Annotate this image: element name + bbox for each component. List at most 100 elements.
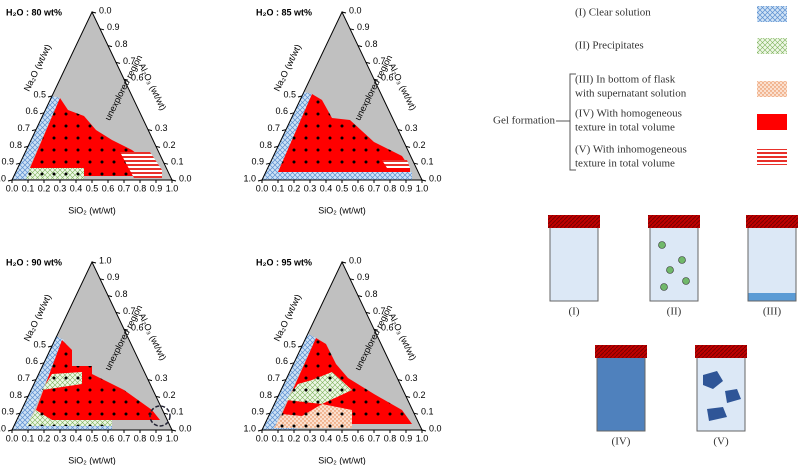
bottom-tick-label: 0.2 [288, 183, 301, 193]
left-tick-label: 1.0 [243, 173, 256, 183]
phase-region [120, 152, 162, 178]
tick-mark [107, 295, 113, 298]
vial-cap [648, 215, 700, 228]
vial-label: (V) [713, 436, 729, 448]
phase-region [12, 96, 60, 180]
axis-label: Na₂O (wt/wt) [272, 293, 303, 343]
axis-label: Na₂O (wt/wt) [22, 43, 53, 93]
panel-title: H₂O : 80 wt% [6, 7, 62, 17]
bottom-tick-label: 0.9 [400, 183, 413, 193]
tick-mark [341, 11, 347, 14]
bottom-tick-label: 0.4 [320, 183, 333, 193]
right-tick-label: 0.1 [171, 407, 184, 417]
tick-mark [39, 112, 45, 115]
bottom-tick-label: 0.8 [134, 433, 147, 443]
vial-body [747, 226, 797, 302]
tick-mark [123, 78, 129, 81]
left-tick-label: 0.5 [33, 339, 46, 349]
left-tick-label: 0.7 [17, 373, 30, 383]
tick-mark [289, 362, 295, 365]
legend: (I) Clear solution (II) Precipitates (III)… [493, 6, 787, 171]
bottom-tick-label: 0.2 [288, 433, 301, 443]
tick-mark [265, 412, 271, 415]
bottom-tick-label: 0.3 [304, 433, 317, 443]
tick-mark [413, 412, 419, 415]
bottom-tick-label: 0.7 [368, 183, 381, 193]
vial-cap [548, 215, 600, 228]
tick-mark [405, 145, 411, 148]
bottom-tick-label: 0.8 [384, 183, 397, 193]
bottom-tick-label: 0.7 [368, 433, 381, 443]
legend-swatch [757, 38, 787, 54]
tick-mark [273, 145, 279, 148]
right-tick-label: 0.7 [123, 306, 136, 316]
right-tick-label: 0.1 [421, 157, 434, 167]
bottom-tick-label: 1.0 [416, 183, 429, 193]
tick-mark [15, 162, 21, 165]
tick-mark [39, 362, 45, 365]
legend-text: (II) Precipitates [575, 40, 644, 52]
tick-mark [421, 179, 427, 182]
left-tick-label: 0.9 [251, 157, 264, 167]
tick-mark [47, 95, 53, 98]
bottom-tick-label: 1.0 [166, 433, 179, 443]
tick-mark [281, 379, 287, 382]
precipitate [658, 241, 666, 249]
tick-mark [357, 295, 363, 298]
left-tick-label: 0.9 [251, 407, 264, 417]
panel-title: H₂O : 85 wt% [256, 7, 312, 17]
tick-mark [107, 45, 113, 48]
tick-mark [365, 311, 371, 314]
right-tick-label: 0.9 [357, 22, 370, 32]
right-tick-label: 0.8 [365, 39, 378, 49]
right-tick-label: 0.3 [405, 123, 418, 133]
gel-blob [707, 407, 727, 421]
vial: (IV) [595, 345, 647, 448]
tick-mark [349, 28, 355, 31]
tick-mark [413, 162, 419, 165]
bottom-tick-label: 0.9 [400, 433, 413, 443]
precipitate [682, 277, 690, 285]
right-tick-label: 0.9 [107, 22, 120, 32]
left-tick-label: 0.5 [283, 339, 296, 349]
bottom-tick-label: 0.0 [6, 433, 19, 443]
bottom-tick-label: 0.2 [38, 183, 51, 193]
tick-mark [147, 379, 153, 382]
right-tick-label: 0.6 [381, 73, 394, 83]
left-tick-label: 0.6 [275, 356, 288, 366]
tick-mark [297, 345, 303, 348]
bottom-tick-label: 0.5 [86, 183, 99, 193]
bottom-tick-label: 0.3 [54, 433, 67, 443]
bottom-tick-label: 0.1 [272, 183, 285, 193]
right-tick-label: 0.6 [131, 323, 144, 333]
axis-label: Al₂O₃ (wt/wt) [387, 62, 418, 112]
left-tick-label: 0.9 [1, 407, 14, 417]
vial-body [596, 356, 646, 432]
tick-mark [341, 261, 347, 264]
tick-mark [15, 412, 21, 415]
legend-text: texture in total volume [575, 158, 675, 170]
tick-mark [281, 129, 287, 132]
bottom-tick-label: 0.6 [102, 183, 115, 193]
bottom-tick-label: 1.0 [416, 433, 429, 443]
sample-dots [30, 98, 152, 176]
vial: (III) [746, 215, 798, 318]
legend-text: (I) Clear solution [575, 7, 651, 19]
tick-mark [357, 45, 363, 48]
bottom-tick-label: 0.4 [70, 433, 83, 443]
bottom-tick-label: 0.4 [320, 433, 333, 443]
phase-region [12, 336, 112, 430]
legend-text: (V) With inhomogeneous [575, 144, 687, 156]
vial: (I) [548, 215, 600, 318]
tick-mark [365, 61, 371, 64]
bottom-tick-label: 0.5 [336, 183, 349, 193]
tick-mark [115, 311, 121, 314]
right-tick-label: 0.3 [155, 373, 168, 383]
axis-label: Al₂O₃ (wt/wt) [137, 312, 168, 362]
bottom-tick-label: 0.9 [150, 183, 163, 193]
right-tick-label: 0.0 [349, 5, 362, 15]
tick-mark [23, 395, 29, 398]
axis-label: Al₂O₃ (wt/wt) [137, 62, 168, 112]
